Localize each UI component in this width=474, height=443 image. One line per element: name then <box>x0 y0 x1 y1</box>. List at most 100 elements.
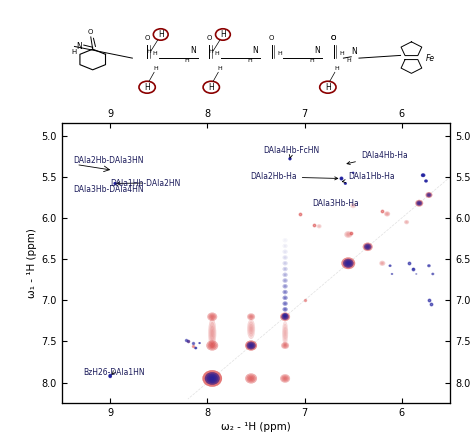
X-axis label: ω₂ - ¹H (ppm): ω₂ - ¹H (ppm) <box>221 422 291 432</box>
Ellipse shape <box>207 374 218 383</box>
Ellipse shape <box>208 342 217 349</box>
Ellipse shape <box>210 343 215 348</box>
Ellipse shape <box>207 374 217 383</box>
Ellipse shape <box>406 222 407 223</box>
Ellipse shape <box>282 314 289 320</box>
Ellipse shape <box>341 178 342 179</box>
Ellipse shape <box>412 268 414 270</box>
Ellipse shape <box>427 194 430 196</box>
Ellipse shape <box>284 256 286 259</box>
Ellipse shape <box>416 273 417 274</box>
Ellipse shape <box>283 284 288 288</box>
Ellipse shape <box>250 326 252 331</box>
Ellipse shape <box>283 261 288 265</box>
Ellipse shape <box>248 343 255 348</box>
Ellipse shape <box>280 313 290 321</box>
Ellipse shape <box>428 264 430 267</box>
Ellipse shape <box>283 344 287 347</box>
Ellipse shape <box>390 265 391 266</box>
Ellipse shape <box>365 245 371 249</box>
Text: O: O <box>207 35 212 41</box>
Ellipse shape <box>346 262 350 265</box>
Ellipse shape <box>202 370 222 387</box>
Ellipse shape <box>416 201 422 206</box>
Ellipse shape <box>389 265 391 266</box>
Text: H: H <box>220 30 226 39</box>
Ellipse shape <box>422 175 424 176</box>
Ellipse shape <box>347 262 349 264</box>
Ellipse shape <box>209 314 216 320</box>
Ellipse shape <box>284 251 286 253</box>
Ellipse shape <box>427 193 431 197</box>
Text: H: H <box>185 58 190 63</box>
Ellipse shape <box>284 274 286 276</box>
Ellipse shape <box>413 268 414 269</box>
Ellipse shape <box>114 183 116 184</box>
Ellipse shape <box>194 347 197 349</box>
Ellipse shape <box>283 279 288 283</box>
Ellipse shape <box>250 344 253 347</box>
Ellipse shape <box>248 376 254 381</box>
Ellipse shape <box>345 231 352 238</box>
Ellipse shape <box>391 273 393 275</box>
Ellipse shape <box>416 201 422 206</box>
Text: DAla2Hb-Ha: DAla2Hb-Ha <box>250 172 338 181</box>
Ellipse shape <box>289 158 291 160</box>
Ellipse shape <box>427 264 431 267</box>
Ellipse shape <box>431 273 434 275</box>
Ellipse shape <box>352 205 354 206</box>
Ellipse shape <box>416 273 417 275</box>
Text: DAla1Hb-Ha: DAla1Hb-Ha <box>342 172 395 183</box>
Ellipse shape <box>282 321 288 346</box>
Text: H: H <box>72 49 77 55</box>
Ellipse shape <box>284 280 286 282</box>
Ellipse shape <box>380 261 384 265</box>
Ellipse shape <box>284 308 286 311</box>
Ellipse shape <box>415 200 423 206</box>
Ellipse shape <box>345 260 352 266</box>
Ellipse shape <box>199 342 201 344</box>
Ellipse shape <box>284 377 286 380</box>
Ellipse shape <box>319 226 320 227</box>
Ellipse shape <box>289 158 291 159</box>
Ellipse shape <box>363 243 373 251</box>
Ellipse shape <box>364 244 371 250</box>
Ellipse shape <box>248 343 254 348</box>
Ellipse shape <box>283 327 287 339</box>
Ellipse shape <box>283 324 287 342</box>
Ellipse shape <box>211 344 214 347</box>
Text: N: N <box>76 42 82 51</box>
Text: H: H <box>339 51 344 56</box>
Ellipse shape <box>417 202 421 205</box>
Ellipse shape <box>428 265 430 267</box>
Ellipse shape <box>114 183 116 185</box>
Ellipse shape <box>249 315 253 319</box>
Y-axis label: ω₁ - ¹H (ppm): ω₁ - ¹H (ppm) <box>27 228 37 298</box>
Ellipse shape <box>352 172 354 174</box>
Ellipse shape <box>247 319 255 339</box>
Text: N: N <box>252 47 258 55</box>
Ellipse shape <box>284 297 286 299</box>
Ellipse shape <box>340 177 343 180</box>
Ellipse shape <box>283 315 288 319</box>
Text: DAla2Hb-DAla3HN: DAla2Hb-DAla3HN <box>73 156 144 165</box>
Text: DAla4Hb-Ha: DAla4Hb-Ha <box>347 151 408 164</box>
Ellipse shape <box>405 221 408 223</box>
Ellipse shape <box>367 246 369 248</box>
Ellipse shape <box>283 313 288 317</box>
Text: H: H <box>144 83 150 92</box>
Ellipse shape <box>114 182 117 185</box>
Text: H: H <box>146 49 151 54</box>
Ellipse shape <box>210 377 214 380</box>
Ellipse shape <box>284 262 286 264</box>
Ellipse shape <box>424 179 428 183</box>
Ellipse shape <box>418 202 420 204</box>
Ellipse shape <box>421 174 425 177</box>
Ellipse shape <box>109 375 111 377</box>
Ellipse shape <box>248 314 254 319</box>
Text: O: O <box>88 29 93 35</box>
Ellipse shape <box>248 322 254 337</box>
Ellipse shape <box>425 180 428 182</box>
Ellipse shape <box>284 268 286 270</box>
Text: H: H <box>277 51 282 56</box>
